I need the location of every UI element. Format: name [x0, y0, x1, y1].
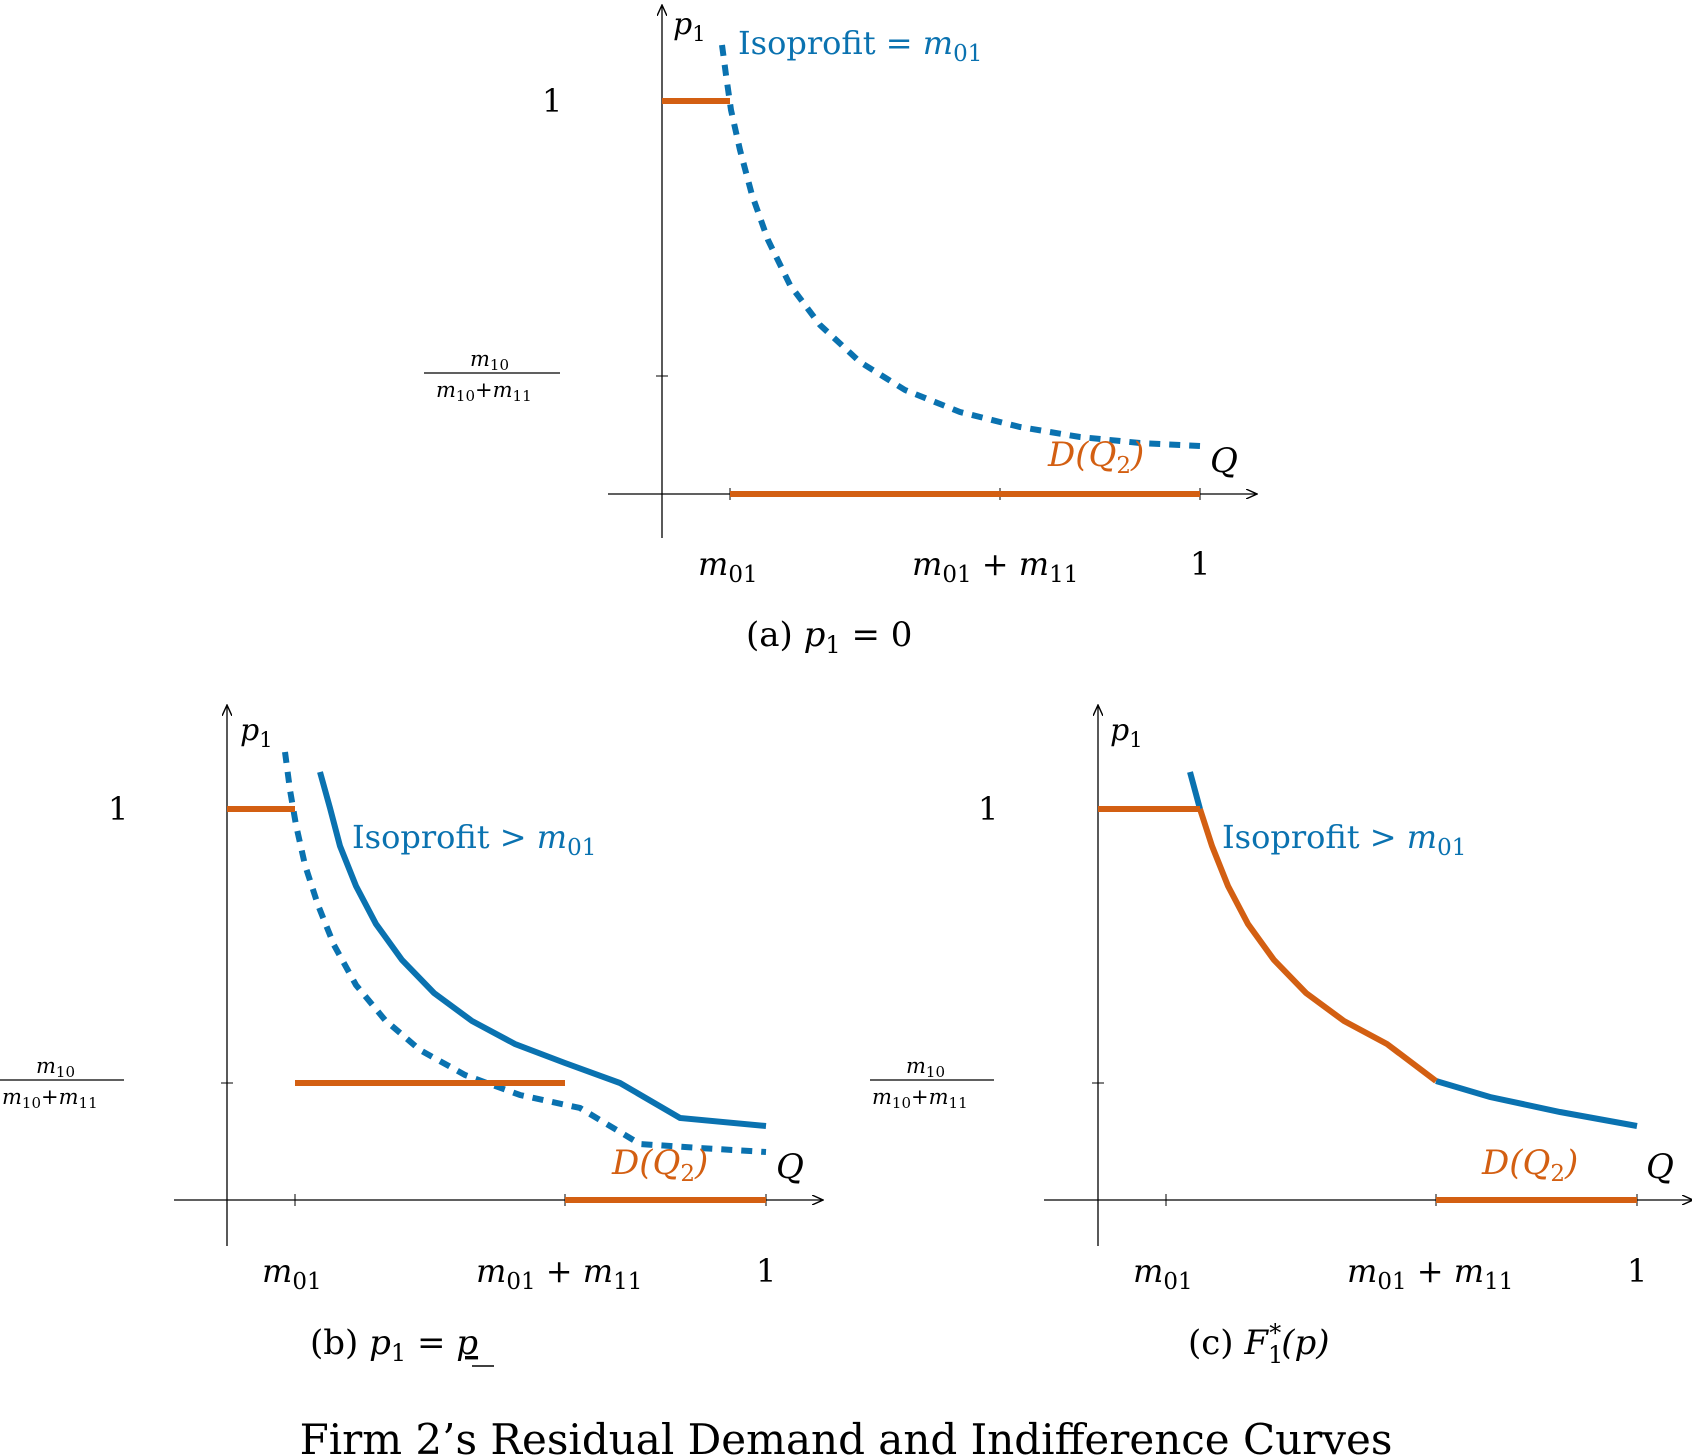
panel-a-isoprofit-label: Isoprofit = m01 [738, 24, 982, 67]
panel-c-caption: (c) F1*(p) [1188, 1319, 1330, 1369]
panel-a-x-tick-sum-label: m01 + m11 [912, 545, 1078, 588]
panel-c-x-label: Q [1646, 1147, 1674, 1187]
panel-b-x-tick-one-label: 1 [756, 1252, 776, 1290]
panel-a-x-tick-one-label: 1 [1190, 545, 1210, 583]
panel-b-caption: (b) p1 = p [310, 1323, 478, 1367]
panel-b-isoprofit-label: Isoprofit > m01 [352, 818, 596, 861]
panel-c-x-tick-one-label: 1 [1627, 1252, 1647, 1290]
panel-b-y-label: p1 [240, 713, 273, 752]
svg-text:m10: m10 [906, 1054, 945, 1081]
svg-text:m10+m11: m10+m11 [872, 1085, 968, 1112]
panel-b: p1 Q 1 m10 m10+m11 m01 m01 + m11 1 Isopr… [0, 706, 822, 1367]
panel-c-isoprofit-label: Isoprofit > m01 [1222, 818, 1466, 861]
panel-b-demand-label: D(Q2) [611, 1143, 708, 1187]
panel-a-isoprofit-curve [719, 44, 1201, 449]
panel-c-isoprofit-top-segment [1187, 771, 1203, 810]
panel-c-demand-label: D(Q2) [1481, 1143, 1578, 1187]
panel-c: p1 Q 1 m10 m10+m11 m01 m01 + m11 1 Isopr… [870, 706, 1692, 1369]
figure-caption: Firm 2’s Residual Demand and Indifferenc… [300, 1415, 1393, 1456]
panel-a-y-label: p1 [673, 7, 706, 46]
panel-a-caption: (a) p1 = 0 [746, 615, 912, 659]
panel-a-y-tick-one-label: 1 [542, 82, 562, 120]
panel-b-x-tick-m01-label: m01 [262, 1252, 322, 1295]
panel-b-isoprofit-dashed-curve [282, 751, 767, 1155]
panel-c-y-tick-frac-label: m10 m10+m11 [870, 1054, 994, 1112]
panel-a-y-tick-frac-label: m10 m10+m11 [424, 347, 560, 405]
panel-b-isoprofit-solid-curve [317, 771, 767, 1129]
svg-text:m10+m11: m10+m11 [2, 1085, 98, 1112]
panel-a-demand-label: D(Q2) [1047, 435, 1144, 479]
panel-c-y-tick-one-label: 1 [978, 790, 998, 828]
panel-c-isoprofit-bottom-segment [1435, 1078, 1638, 1129]
svg-text:m10+m11: m10+m11 [436, 378, 532, 405]
panel-a-x-label: Q [1210, 441, 1238, 481]
panel-c-demand-curve [1197, 808, 1438, 1084]
panel-b-y-tick-one-label: 1 [108, 790, 128, 828]
svg-text:m10: m10 [470, 347, 509, 374]
svg-text:m10: m10 [36, 1054, 75, 1081]
panel-b-x-tick-sum-label: m01 + m11 [476, 1252, 642, 1295]
panel-c-y-label: p1 [1110, 713, 1143, 752]
panel-c-x-tick-sum-label: m01 + m11 [1347, 1252, 1513, 1295]
panel-a-x-tick-m01-label: m01 [698, 545, 758, 588]
panel-a: p1 Q 1 m10 m10+m11 m01 m01 + m11 1 Isopr… [424, 6, 1256, 659]
panel-b-x-label: Q [776, 1147, 804, 1187]
panel-b-y-tick-frac-label: m10 m10+m11 [0, 1054, 124, 1112]
panel-c-x-tick-m01-label: m01 [1133, 1252, 1193, 1295]
